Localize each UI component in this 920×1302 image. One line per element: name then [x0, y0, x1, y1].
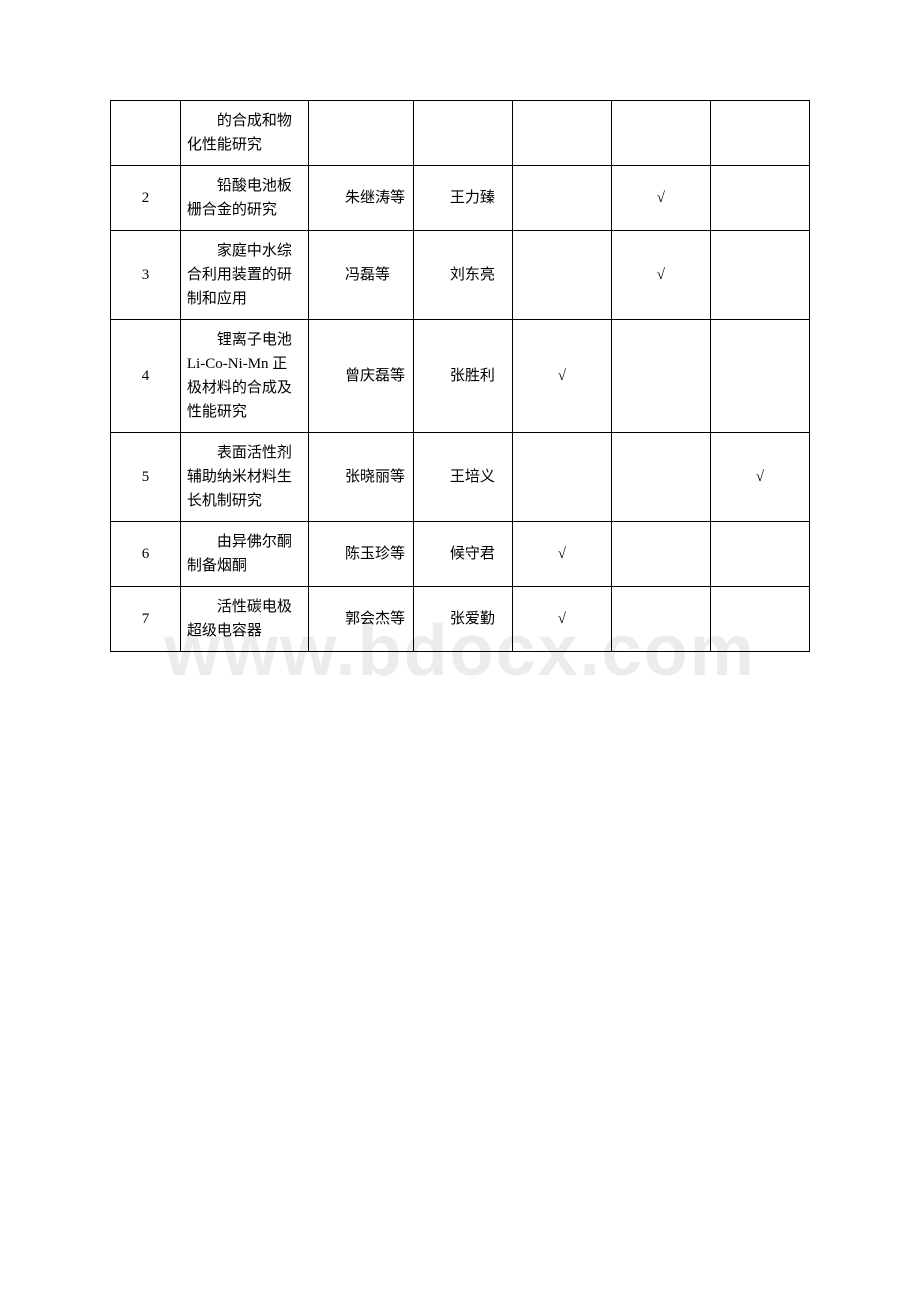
- cell-author: 张晓丽等: [309, 433, 414, 522]
- cell-mark2: [611, 101, 710, 166]
- cell-mark2: √: [611, 166, 710, 231]
- cell-advisor: 候守君: [413, 522, 512, 587]
- cell-mark1: [512, 101, 611, 166]
- cell-title: 活性碳电极超级电容器: [180, 587, 308, 652]
- cell-mark1: √: [512, 522, 611, 587]
- cell-mark3: √: [710, 433, 809, 522]
- cell-advisor: 刘东亮: [413, 231, 512, 320]
- cell-mark1: √: [512, 320, 611, 433]
- cell-mark1: [512, 433, 611, 522]
- cell-title: 铅酸电池板栅合金的研究: [180, 166, 308, 231]
- cell-title: 的合成和物化性能研究: [180, 101, 308, 166]
- research-project-table: 的合成和物化性能研究 2 铅酸电池板栅合金的研究 朱继涛等 王力臻 √ 3 家庭…: [110, 100, 810, 652]
- table-row: 3 家庭中水综合利用装置的研制和应用 冯磊等 刘东亮 √: [111, 231, 810, 320]
- table-row: 的合成和物化性能研究: [111, 101, 810, 166]
- cell-mark2: [611, 522, 710, 587]
- table-row: 6 由异佛尔酮制备烟酮 陈玉珍等 候守君 √: [111, 522, 810, 587]
- cell-num: [111, 101, 181, 166]
- cell-author: 冯磊等: [309, 231, 414, 320]
- cell-title: 家庭中水综合利用装置的研制和应用: [180, 231, 308, 320]
- cell-mark3: [710, 320, 809, 433]
- cell-mark2: [611, 433, 710, 522]
- table-row: 4 锂离子电池 Li-Co-Ni-Mn 正极材料的合成及性能研究 曾庆磊等 张胜…: [111, 320, 810, 433]
- table-row: 5 表面活性剂辅助纳米材料生长机制研究 张晓丽等 王培义 √: [111, 433, 810, 522]
- cell-title: 表面活性剂辅助纳米材料生长机制研究: [180, 433, 308, 522]
- cell-mark3: [710, 587, 809, 652]
- cell-num: 2: [111, 166, 181, 231]
- cell-mark1: [512, 166, 611, 231]
- table-row: 7 活性碳电极超级电容器 郭会杰等 张爱勤 √: [111, 587, 810, 652]
- cell-author: 曾庆磊等: [309, 320, 414, 433]
- cell-mark2: √: [611, 231, 710, 320]
- cell-mark1: [512, 231, 611, 320]
- cell-author: 郭会杰等: [309, 587, 414, 652]
- cell-advisor: 张胜利: [413, 320, 512, 433]
- cell-title: 锂离子电池 Li-Co-Ni-Mn 正极材料的合成及性能研究: [180, 320, 308, 433]
- cell-num: 7: [111, 587, 181, 652]
- cell-num: 3: [111, 231, 181, 320]
- cell-mark1: √: [512, 587, 611, 652]
- cell-mark3: [710, 101, 809, 166]
- cell-author: 陈玉珍等: [309, 522, 414, 587]
- cell-advisor: [413, 101, 512, 166]
- cell-num: 4: [111, 320, 181, 433]
- cell-author: [309, 101, 414, 166]
- cell-title: 由异佛尔酮制备烟酮: [180, 522, 308, 587]
- cell-author: 朱继涛等: [309, 166, 414, 231]
- cell-mark3: [710, 166, 809, 231]
- cell-mark3: [710, 231, 809, 320]
- cell-advisor: 张爱勤: [413, 587, 512, 652]
- cell-num: 6: [111, 522, 181, 587]
- cell-num: 5: [111, 433, 181, 522]
- table-row: 2 铅酸电池板栅合金的研究 朱继涛等 王力臻 √: [111, 166, 810, 231]
- cell-advisor: 王培义: [413, 433, 512, 522]
- cell-mark3: [710, 522, 809, 587]
- cell-mark2: [611, 320, 710, 433]
- cell-mark2: [611, 587, 710, 652]
- cell-advisor: 王力臻: [413, 166, 512, 231]
